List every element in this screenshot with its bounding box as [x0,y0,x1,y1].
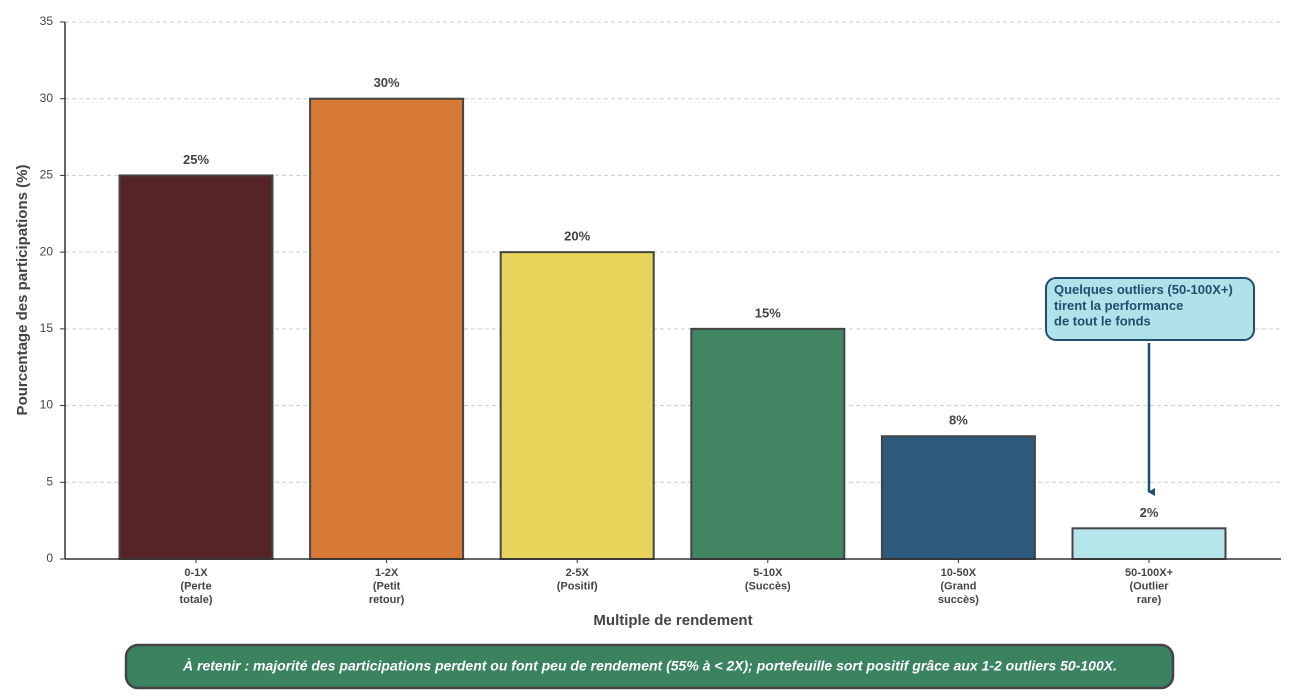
footnote: À retenir : majorité des participations … [182,658,1117,674]
x-tick-label: 5-10X (Succès) [745,567,791,592]
bar [118,174,274,561]
y-tick-label: 10 [40,398,54,412]
y-tick-label: 35 [40,14,54,28]
x-tick-label: 1-2X (Petit retour) [369,567,405,606]
y-axis-label: Pourcentage des participations (%) [14,165,31,416]
value-label: 30% [374,75,400,90]
annotation-box [1045,277,1255,341]
annotation: Quelques outliers (50-100X+) tirent la pe… [1054,282,1233,329]
bar [309,97,465,560]
y-tick-label: 15 [40,321,54,335]
value-label: 2% [1140,505,1159,520]
bar [1071,527,1227,560]
y-tick-label: 5 [46,474,53,488]
x-tick-label: 10-50X (Grand succès) [938,567,979,606]
bar [690,327,846,560]
x-tick-label: 50-100X+ (Outlier rare) [1125,567,1173,606]
x-tick-label: 0-1X (Perte totale) [180,567,213,606]
x-tick-label: 2-5X (Positif) [557,567,598,592]
x-axis-label: Multiple de rendement [593,612,752,629]
value-label: 8% [949,413,968,428]
footnote-box [124,643,1175,690]
value-label: 25% [183,152,209,167]
y-tick-label: 0 [46,551,53,565]
y-tick-label: 20 [40,244,54,258]
bar [499,251,655,560]
value-label: 20% [564,229,590,244]
bar [880,435,1036,560]
y-tick-label: 30 [40,91,54,105]
value-label: 15% [755,305,781,320]
y-tick-label: 25 [40,168,54,182]
